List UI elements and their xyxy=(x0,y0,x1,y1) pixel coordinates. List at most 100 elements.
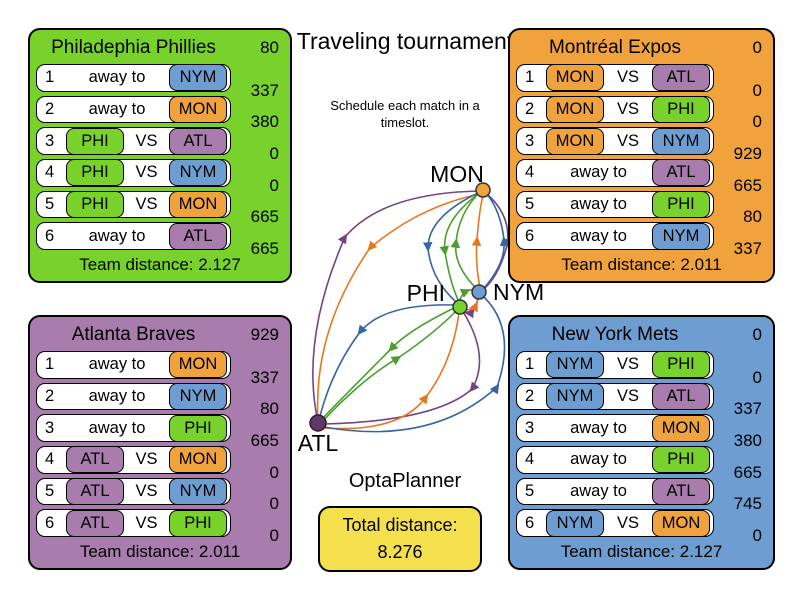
team-chip: NYM xyxy=(546,351,604,379)
timeslot-number: 6 xyxy=(45,513,55,532)
node-label-phi: PHI xyxy=(407,280,445,306)
team-panel-braves: Atlanta Braves 929 1 away to MON 337 2 away to N… xyxy=(28,315,292,570)
panel-title: Philadephia Phillies xyxy=(51,37,216,58)
team-chip: ATL xyxy=(169,222,227,250)
team-chip: PHI xyxy=(652,96,710,123)
timeslot-number: 1 xyxy=(525,68,535,87)
team-distance-total: Team distance: 2.011 xyxy=(79,542,241,562)
timeslot-number: 1 xyxy=(45,355,55,374)
timeslot-number: 4 xyxy=(525,163,535,182)
leg-distance: 0 xyxy=(269,526,279,546)
match-row: 4 PHI VS NYM xyxy=(36,159,231,187)
match-row: 2 away to NYM xyxy=(36,382,231,411)
team-chip: ATL xyxy=(652,478,710,506)
timeslot-number: 6 xyxy=(525,513,535,532)
team-chip: PHI xyxy=(66,191,124,219)
team-chip: MON xyxy=(169,191,227,219)
match-row: 3 PHI VS ATL xyxy=(36,127,231,156)
team-chip: PHI xyxy=(66,127,124,155)
team-chip: NYM xyxy=(546,383,604,410)
team-chip: MON xyxy=(652,509,710,537)
vs-label: VS xyxy=(135,163,158,182)
travel-edge-phi-atl xyxy=(318,304,456,421)
away-to-label: away to xyxy=(570,482,627,501)
timeslot-number: 3 xyxy=(525,131,535,150)
timeslot-number: 1 xyxy=(45,68,55,87)
travel-edge-mon-atl xyxy=(316,193,481,421)
travel-edge-phi-atl xyxy=(323,309,481,425)
match-row: 4 ATL VS MON xyxy=(36,446,231,474)
leg-distance: 0 xyxy=(752,112,762,132)
away-to-label: away to xyxy=(88,387,146,405)
team-chip: PHI xyxy=(652,351,710,379)
travel-edge-atl-mon xyxy=(312,190,481,423)
team-chip: PHI xyxy=(169,414,227,442)
leg-distance: 665 xyxy=(733,462,762,482)
team-chip: NYM xyxy=(169,64,227,92)
timeslot-number: 3 xyxy=(45,418,55,437)
vs-label: VS xyxy=(135,482,158,501)
timeslot-number: 3 xyxy=(45,131,55,150)
travel-edge-mon-phi xyxy=(422,192,479,303)
timeslot-number: 6 xyxy=(45,226,55,245)
leg-distance: 665 xyxy=(733,175,762,195)
travel-edge-mon-phi xyxy=(439,194,478,303)
total-distance-value: 8.276 xyxy=(377,542,423,562)
leg-distance: 665 xyxy=(250,431,279,451)
travel-edge-nym-mon xyxy=(450,193,479,289)
team-distance-total: Team distance: 2.011 xyxy=(561,255,722,275)
leg-distance: 0 xyxy=(752,38,762,57)
travel-edge-atl-phi xyxy=(320,308,459,424)
vs-label: VS xyxy=(616,131,639,150)
away-to-label: away to xyxy=(570,195,627,214)
away-to-label: away to xyxy=(570,226,627,245)
vs-label: VS xyxy=(135,195,158,214)
match-row: 5 ATL VS NYM xyxy=(36,477,231,506)
leg-distance: 380 xyxy=(733,431,762,451)
away-to-label: away to xyxy=(570,418,627,437)
team-panel-expos: Montréal Expos 0 1 MON VS ATL 0 2 MON VS PHI 0 3 MON V… xyxy=(508,28,775,283)
team-chip: MON xyxy=(546,127,604,155)
team-chip: PHI xyxy=(66,159,124,187)
travel-edge-phi-atl xyxy=(319,306,457,422)
match-row: 2 MON VS PHI xyxy=(516,95,714,124)
team-chip: PHI xyxy=(652,191,710,219)
match-row: 4 away to ATL xyxy=(516,159,714,187)
match-row: 2 NYM VS ATL xyxy=(516,382,714,411)
leg-distance: 0 xyxy=(752,526,762,546)
team-distance-total: Team distance: 2.127 xyxy=(560,542,723,562)
timeslot-number: 2 xyxy=(525,100,535,118)
node-label-mon: MON xyxy=(430,161,484,187)
away-to-label: away to xyxy=(88,68,146,87)
leg-distance: 80 xyxy=(260,38,279,57)
team-chip: PHI xyxy=(169,509,227,537)
total-distance-box: Total distance: 8.276 xyxy=(318,506,482,572)
leg-distance: 0 xyxy=(269,144,279,164)
total-distance-label: Total distance: xyxy=(342,515,458,535)
vs-label: VS xyxy=(616,513,639,532)
vs-label: VS xyxy=(135,450,158,469)
leg-distance: 929 xyxy=(733,144,762,164)
away-to-label: away to xyxy=(570,163,627,182)
match-row: 3 MON VS NYM xyxy=(516,127,714,156)
leg-distance: 80 xyxy=(260,399,279,419)
team-chip: ATL xyxy=(66,478,124,506)
travel-edge-atl-nym xyxy=(323,296,506,433)
page-subtitle: Schedule each match in a timeslot. xyxy=(330,98,480,130)
node-label-atl: ATL xyxy=(298,430,339,456)
team-chip: ATL xyxy=(66,446,124,474)
away-to-label: away to xyxy=(88,226,146,245)
away-to-label: away to xyxy=(88,418,146,437)
node-mon xyxy=(475,182,491,198)
team-chip: ATL xyxy=(652,159,710,187)
away-to-label: away to xyxy=(570,450,627,469)
leg-distance: 0 xyxy=(269,175,279,195)
node-label-nym: NYM xyxy=(493,279,544,305)
vs-label: VS xyxy=(616,68,639,87)
leg-distance: 0 xyxy=(752,80,762,100)
team-chip: MON xyxy=(169,446,227,474)
match-row: 2 away to MON xyxy=(36,95,231,124)
leg-distance: 0 xyxy=(752,325,762,344)
